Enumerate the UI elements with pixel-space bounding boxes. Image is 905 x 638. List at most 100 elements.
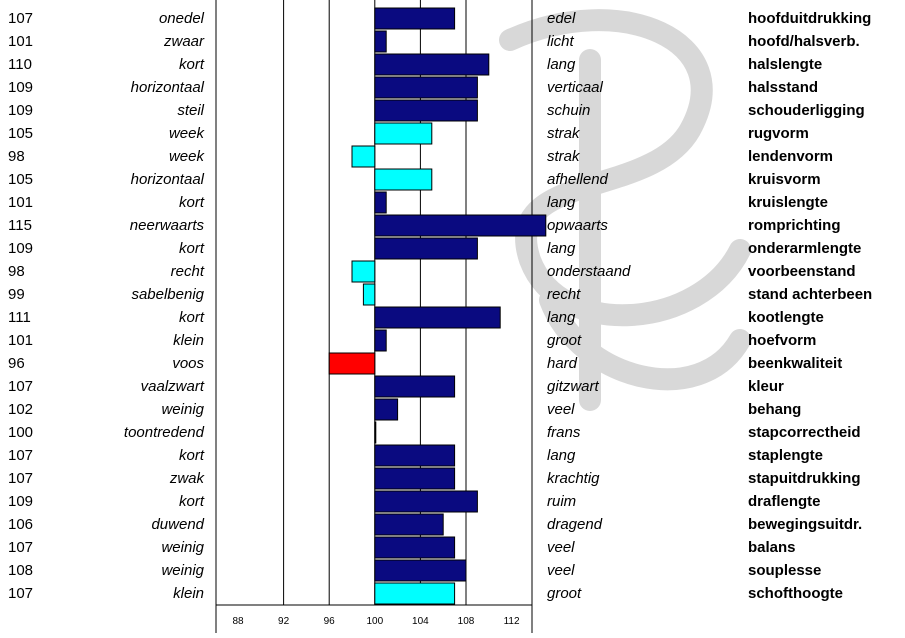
row-trait-name: hoefvorm: [748, 332, 817, 349]
bar: [374, 329, 387, 352]
row-trait-name: balans: [748, 539, 796, 556]
bar: [374, 421, 377, 444]
row-trait-name: hoofduitdrukking: [748, 10, 872, 27]
row-high-label: dragend: [547, 516, 603, 533]
row-high-label: lang: [547, 194, 576, 211]
row-trait-name: romprichting: [748, 217, 841, 234]
row-value: 101: [8, 332, 34, 349]
row-value: 109: [8, 240, 34, 257]
row-low-label: week: [168, 125, 204, 142]
row-low-label: weinig: [161, 401, 204, 418]
row-value: 109: [8, 493, 34, 510]
x-tick-label: 112: [504, 616, 520, 627]
row-value: 107: [8, 447, 34, 464]
row-value: 111: [8, 309, 31, 326]
bar: [374, 76, 478, 99]
row-high-label: licht: [547, 33, 574, 50]
row-low-label: toontredend: [123, 424, 204, 441]
bar: [374, 99, 478, 122]
x-tick-label: 92: [278, 616, 290, 627]
bar: [374, 444, 456, 467]
row-trait-name: bewegingsuitdr.: [748, 516, 863, 533]
row-value: 99: [8, 286, 25, 303]
bar: [374, 214, 547, 237]
row-high-label: lang: [547, 309, 576, 326]
row-high-label: lang: [547, 240, 576, 257]
row-low-label: weinig: [161, 562, 204, 579]
row-value: 108: [8, 562, 34, 579]
logo-watermark: [499, 9, 751, 411]
x-tick-label: 100: [366, 616, 383, 627]
row-trait-name: draflengte: [748, 493, 821, 510]
bar: [374, 513, 444, 536]
row-low-label: vaalzwart: [140, 378, 204, 395]
row-low-label: steil: [177, 102, 204, 119]
bar: [374, 375, 456, 398]
bar: [374, 168, 433, 191]
row-high-label: onderstaand: [547, 263, 631, 280]
row-value: 107: [8, 585, 34, 602]
row-value: 98: [8, 263, 25, 280]
row-high-label: veel: [547, 401, 575, 418]
row-low-label: week: [168, 148, 204, 165]
bar: [374, 490, 478, 513]
row-trait-name: kootlengte: [748, 309, 824, 326]
row-trait-name: staplengte: [748, 447, 824, 464]
row-value: 102: [8, 401, 34, 418]
row-low-label: kort: [178, 194, 204, 211]
row-trait-name: voorbeenstand: [748, 263, 856, 280]
bar: [374, 122, 433, 145]
row-trait-name: halsstand: [748, 79, 819, 96]
row-value: 105: [8, 125, 34, 142]
row-trait-name: kruislengte: [748, 194, 829, 211]
row-high-label: opwaarts: [547, 217, 608, 234]
bar: [351, 260, 376, 283]
bar: [362, 283, 376, 306]
row-low-label: weinig: [161, 539, 204, 556]
row-trait-name: behang: [748, 401, 802, 418]
row-trait-name: beenkwaliteit: [748, 355, 843, 372]
row-high-label: gitzwart: [547, 378, 599, 395]
row-trait-name: kruisvorm: [748, 171, 821, 188]
row-high-label: frans: [547, 424, 581, 441]
bar: [374, 306, 501, 329]
row-high-label: strak: [547, 125, 580, 142]
bar: [374, 536, 456, 559]
x-tick-label: 108: [458, 616, 475, 627]
row-high-label: strak: [547, 148, 580, 165]
row-high-label: hard: [547, 355, 578, 372]
row-value: 107: [8, 10, 34, 27]
row-trait-name: schouderligging: [748, 102, 865, 119]
row-high-label: veel: [547, 562, 575, 579]
row-low-label: neerwaarts: [129, 217, 204, 234]
row-low-label: klein: [173, 332, 204, 349]
row-trait-name: souplesse: [748, 562, 822, 579]
row-trait-name: stand achterbeen: [748, 286, 873, 303]
row-value: 105: [8, 171, 34, 188]
bar: [374, 30, 387, 53]
row-value: 107: [8, 539, 34, 556]
row-high-label: groot: [547, 332, 582, 349]
bar: [328, 352, 376, 375]
row-low-label: sabelbenig: [131, 286, 204, 303]
row-value: 100: [8, 424, 34, 441]
bar: [374, 467, 456, 490]
bar: [374, 559, 467, 582]
bar: [351, 145, 376, 168]
row-low-label: kort: [178, 56, 204, 73]
row-low-label: klein: [173, 585, 204, 602]
row-high-label: lang: [547, 447, 576, 464]
row-trait-name: kleur: [748, 378, 784, 395]
row-low-label: kort: [178, 493, 204, 510]
bar: [374, 582, 456, 605]
row-high-label: verticaal: [547, 79, 603, 96]
x-tick-label: 96: [324, 616, 336, 627]
row-high-label: edel: [547, 10, 576, 27]
row-low-label: kort: [178, 447, 204, 464]
bar: [374, 398, 399, 421]
bar: [374, 7, 456, 30]
row-high-label: ruim: [547, 493, 577, 510]
row-value: 107: [8, 378, 34, 395]
x-tick-label: 104: [412, 616, 429, 627]
